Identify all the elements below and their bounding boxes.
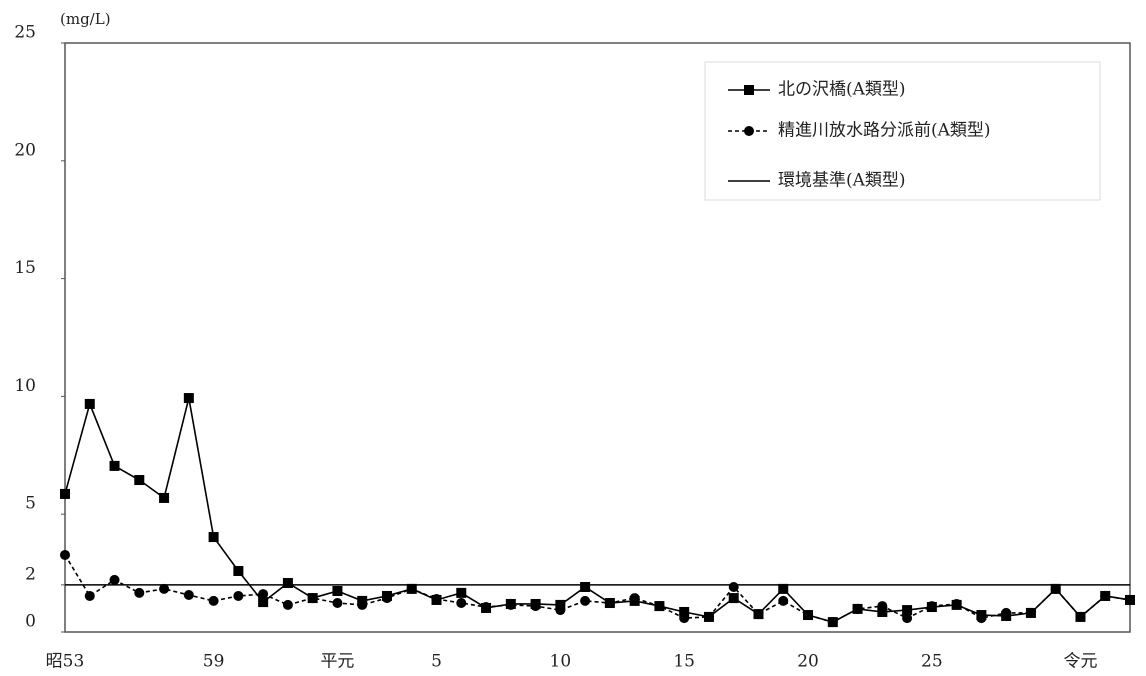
marker (84, 398, 95, 409)
marker (976, 613, 987, 624)
marker (555, 605, 566, 616)
x-tick-label: 平元 (320, 652, 354, 672)
marker (60, 549, 70, 560)
legend-label: 環境基準(A類型) (778, 171, 906, 191)
marker (580, 595, 591, 606)
marker (753, 609, 764, 620)
marker (728, 582, 739, 593)
x-tick-label: 15 (673, 652, 695, 672)
marker (778, 583, 789, 594)
x-tick-label: 20 (797, 652, 819, 672)
marker (1125, 594, 1135, 605)
legend-label: 北の沢橋(A類型) (778, 80, 906, 100)
marker (159, 583, 170, 594)
marker (357, 599, 368, 610)
x-tick-label: 10 (550, 652, 572, 672)
marker (604, 598, 615, 609)
marker (1001, 607, 1012, 618)
marker (1025, 607, 1036, 618)
x-tick-label: 59 (203, 652, 225, 672)
marker (84, 590, 95, 601)
y-axis-label: (mg/L) (60, 10, 111, 28)
marker (580, 582, 591, 593)
marker (208, 532, 219, 543)
marker (406, 583, 417, 594)
marker (827, 617, 838, 628)
marker (1050, 583, 1061, 594)
marker (60, 488, 70, 499)
marker (233, 565, 244, 576)
marker (134, 587, 145, 598)
series-line (64, 554, 1131, 623)
x-tick-label: 5 (431, 652, 442, 672)
series-line (64, 397, 1131, 623)
x-tick-label: 25 (921, 652, 943, 672)
marker (902, 605, 913, 616)
marker (431, 594, 442, 605)
legend-label: 精進川放水路分派前(A類型) (778, 121, 991, 141)
marker (481, 602, 492, 613)
marker (629, 593, 640, 604)
y-tick-label: 5 (25, 494, 36, 514)
plot-frame (64, 42, 1131, 633)
y-tick-label: 2 (25, 564, 36, 584)
marker (1075, 611, 1086, 622)
marker (456, 587, 467, 598)
legend-marker (744, 85, 754, 95)
marker (778, 595, 789, 606)
marker (183, 393, 194, 404)
marker (307, 593, 318, 604)
marker (654, 601, 665, 612)
marker (877, 601, 888, 612)
marker (258, 597, 269, 608)
marker (134, 475, 145, 486)
marker (109, 460, 120, 471)
marker (530, 601, 541, 612)
marker (183, 590, 194, 601)
marker (852, 603, 863, 614)
marker (456, 598, 467, 609)
marker (282, 577, 293, 588)
marker (555, 599, 566, 610)
marker (208, 595, 219, 606)
marker (258, 589, 269, 600)
x-tick-label: 令元 (1063, 652, 1097, 672)
marker (282, 599, 293, 610)
marker (1100, 590, 1111, 601)
legend-frame (704, 61, 1101, 201)
x-tick-label: 昭53 (46, 652, 85, 672)
marker (381, 593, 392, 604)
marker (926, 601, 937, 612)
y-tick-label: 20 (14, 140, 36, 160)
y-tick-label: 25 (14, 23, 36, 43)
marker (877, 606, 888, 617)
marker (505, 599, 516, 610)
marker (233, 590, 244, 601)
marker (951, 598, 962, 609)
marker (728, 593, 739, 604)
legend-marker (744, 126, 754, 136)
marker (679, 606, 690, 617)
marker (902, 613, 913, 624)
y-tick-label: 15 (14, 258, 36, 278)
marker (159, 492, 170, 503)
y-tick-label: 0 (25, 612, 36, 632)
marker (332, 586, 343, 597)
marker (332, 598, 343, 609)
marker (703, 611, 714, 622)
marker (803, 610, 814, 621)
marker (109, 574, 120, 585)
y-tick-label: 10 (14, 376, 36, 396)
marker (679, 613, 690, 624)
